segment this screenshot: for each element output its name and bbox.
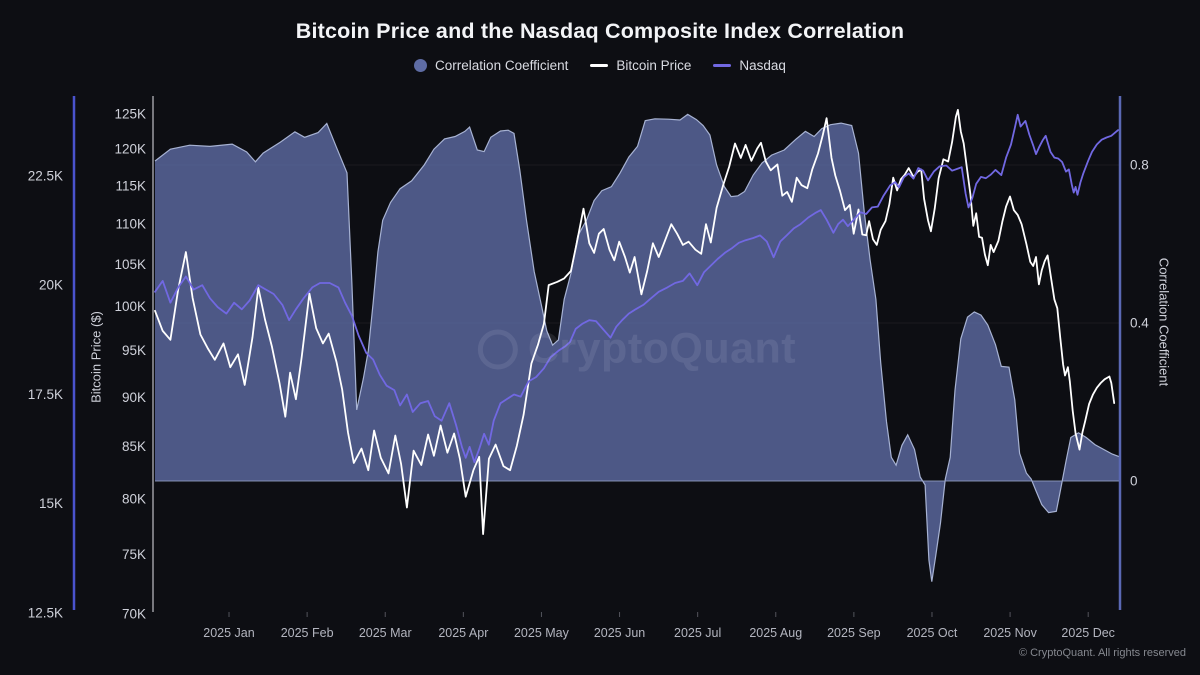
corr-tick-label: 0	[1130, 473, 1138, 488]
legend-item-bitcoin[interactable]: Bitcoin Price	[590, 58, 691, 73]
btc-tick-label: 115K	[115, 178, 146, 193]
x-tick-label: 2025 Jul	[674, 626, 721, 640]
correlation-area-series	[155, 114, 1120, 582]
correlation-dot-swatch-icon	[414, 59, 428, 72]
corr-axis-title: Correlation Coefficient	[1156, 257, 1172, 387]
x-tick-label: 2025 Feb	[281, 626, 334, 640]
legend-item-correlation[interactable]: Correlation Coefficient	[414, 58, 568, 73]
nasdaq-tick-label: 12.5K	[28, 605, 63, 620]
x-tick-label: 2025 Sep	[827, 626, 881, 640]
corr-tick-label: 0.8	[1130, 157, 1149, 172]
x-tick-label: 2025 Jun	[594, 626, 645, 640]
x-tick-label: 2025 Oct	[907, 626, 958, 640]
btc-axis-title: Bitcoin Price ($)	[88, 311, 104, 403]
btc-tick-label: 85K	[122, 439, 146, 454]
btc-tick-label: 70K	[122, 607, 146, 622]
btc-tick-label: 90K	[122, 390, 146, 405]
btc-tick-label: 80K	[122, 491, 146, 506]
legend-label: Nasdaq	[739, 58, 786, 73]
bitcoin-price-line-series	[154, 109, 1116, 535]
nasdaq-tick-label: 20K	[39, 278, 63, 293]
legend: Correlation Coefficient Bitcoin Price Na…	[0, 58, 1200, 73]
nasdaq-tick-label: 17.5K	[28, 387, 63, 402]
bitcoin-line-swatch-icon	[590, 64, 609, 67]
correlation-area-edge	[154, 113, 1121, 582]
x-tick-label: 2025 Aug	[749, 626, 802, 640]
nasdaq-tick-label: 15K	[39, 496, 63, 511]
chart-title: Bitcoin Price and the Nasdaq Composite I…	[295, 19, 905, 43]
btc-tick-label: 110K	[115, 217, 146, 232]
btc-tick-label: 105K	[114, 257, 146, 272]
btc-tick-label: 75K	[122, 547, 146, 562]
nasdaq-tick-label: 22.5K	[28, 168, 63, 183]
legend-item-nasdaq[interactable]: Nasdaq	[713, 58, 786, 73]
x-tick-label: 2025 Dec	[1061, 626, 1115, 640]
x-tick-label: 2025 Jan	[203, 626, 254, 640]
btc-tick-label: 100K	[114, 299, 146, 314]
legend-label: Bitcoin Price	[616, 58, 692, 73]
btc-tick-label: 125K	[114, 107, 146, 122]
x-tick-label: 2025 Apr	[438, 626, 488, 640]
corr-tick-label: 0.4	[1130, 315, 1149, 330]
btc-tick-label: 120K	[114, 142, 146, 157]
nasdaq-line-series	[154, 113, 1119, 464]
x-tick-label: 2025 Mar	[359, 626, 412, 640]
copyright-note: © CryptoQuant. All rights reserved	[1018, 647, 1186, 659]
btc-tick-label: 95K	[122, 343, 146, 358]
legend-label: Correlation Coefficient	[435, 58, 569, 73]
x-tick-label: 2025 May	[514, 626, 570, 640]
nasdaq-line-swatch-icon	[713, 64, 732, 67]
x-tick-label: 2025 Nov	[983, 626, 1037, 640]
